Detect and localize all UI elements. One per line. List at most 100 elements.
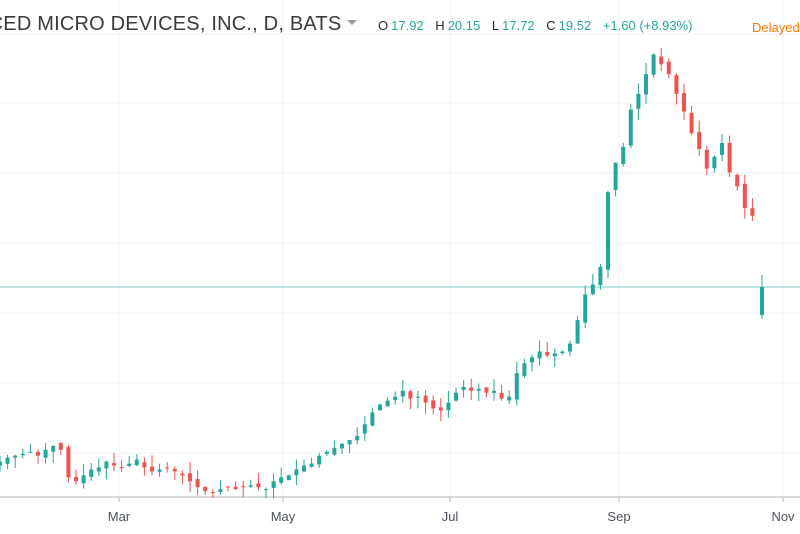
candle-body (461, 386, 466, 390)
candle-body (195, 479, 200, 488)
candle-body (537, 351, 542, 359)
candle-body (704, 149, 709, 169)
candle-body (712, 156, 717, 169)
symbol-title[interactable]: NCED MICRO DEVICES, INC., D, BATS (0, 13, 358, 36)
candle-body (332, 447, 337, 455)
candle-body (750, 208, 755, 216)
candle-body (727, 142, 732, 173)
candle-body (621, 146, 626, 164)
candle-body (43, 449, 48, 458)
candle-body (636, 93, 641, 109)
candle-body (286, 475, 291, 481)
candle-body (454, 392, 458, 401)
candle-body (58, 443, 63, 450)
candle-body (469, 387, 474, 391)
candle-body (51, 445, 56, 452)
candle-body (74, 477, 78, 482)
candle-body (742, 183, 747, 208)
candle-body (20, 453, 25, 456)
candle-body (66, 447, 71, 478)
candle-body (476, 388, 481, 391)
candle-body (157, 469, 162, 472)
candle-body (431, 400, 436, 409)
candle-body (659, 56, 664, 65)
candle-body (294, 469, 299, 476)
candle-body (96, 467, 101, 472)
candle-body (651, 54, 656, 75)
candle-body (203, 486, 208, 492)
x-tick-label: May (271, 509, 296, 524)
candle-body (142, 462, 147, 468)
candle-body (317, 455, 322, 465)
candle-body (127, 463, 132, 466)
candle-body (400, 390, 405, 397)
candle-body (355, 436, 360, 441)
candle-body (666, 61, 671, 75)
candle-body (423, 395, 428, 403)
candle-body (119, 467, 124, 469)
candle-body (248, 485, 253, 487)
candle-body (172, 468, 177, 472)
candle-body (438, 407, 443, 411)
candle-body (575, 320, 580, 344)
candle-body (644, 74, 648, 95)
candle-body (302, 465, 306, 472)
candle-body (180, 473, 185, 476)
candle-body (530, 357, 534, 363)
candle-body (689, 112, 694, 134)
candle-body (674, 75, 679, 94)
candle-body (264, 489, 268, 491)
last-candle-body (760, 287, 764, 315)
candle-body (165, 467, 170, 469)
candle-body (5, 457, 10, 464)
candle-body (522, 363, 527, 376)
candle-body (735, 174, 740, 187)
candle-body (188, 473, 192, 482)
candle-body (104, 461, 109, 469)
candle-body (408, 391, 413, 399)
candle-body (606, 192, 610, 270)
candle-body (233, 486, 238, 490)
candle-body (545, 352, 550, 356)
candle-body (28, 451, 33, 453)
candle-body (36, 451, 40, 456)
candle-body (241, 486, 246, 488)
candle-body (507, 396, 512, 401)
x-tick-label: Sep (607, 509, 630, 524)
candle-body (309, 463, 314, 467)
candle-body (598, 266, 603, 286)
candle-body (446, 402, 451, 411)
candle-body (210, 491, 215, 494)
candle-body (560, 351, 565, 354)
candle-body (720, 143, 724, 155)
x-tick-label: Mar (108, 509, 131, 524)
caret-down-icon[interactable] (347, 20, 358, 26)
candle-body (583, 294, 588, 323)
candle-body (552, 353, 557, 357)
candle-body (218, 489, 223, 492)
candle-body (150, 466, 154, 472)
candle-body (0, 461, 2, 466)
candle-body (256, 483, 261, 488)
candle-body (81, 475, 86, 484)
candle-body (271, 481, 276, 488)
candle-body (134, 459, 139, 466)
candle-body (378, 404, 382, 411)
candle-body (682, 93, 686, 112)
candle-body (484, 387, 489, 393)
candle-body (370, 412, 375, 426)
candle-body (499, 392, 504, 399)
candle-body (568, 343, 572, 352)
candle-body (362, 424, 367, 434)
candle-body (324, 451, 329, 454)
candle-body (590, 284, 595, 295)
candle-body (514, 373, 519, 400)
candle-body (416, 396, 420, 398)
x-tick-label: Nov (771, 509, 795, 524)
candle-body (279, 477, 284, 483)
x-tick-label: Jul (442, 509, 459, 524)
candle-body (89, 469, 94, 477)
candle-body (393, 396, 398, 401)
candle-body (226, 486, 230, 488)
